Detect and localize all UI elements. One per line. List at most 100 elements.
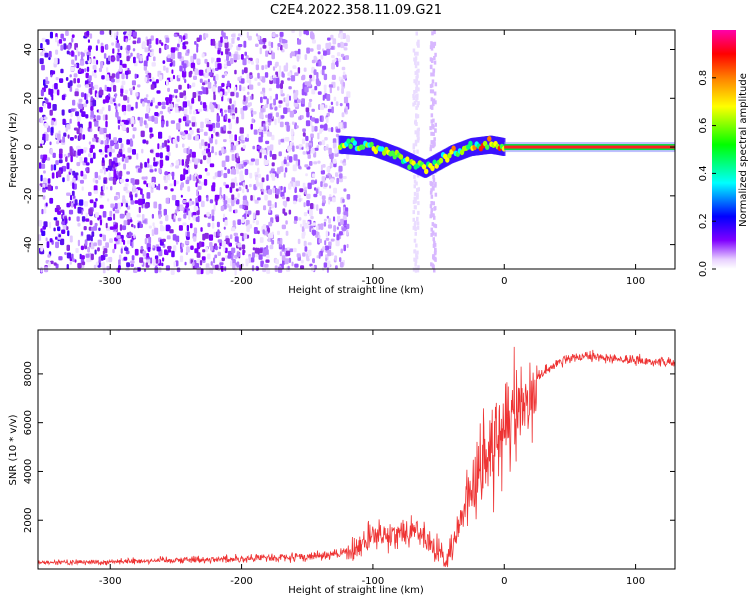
- noise-cell: [310, 203, 314, 210]
- noise-cell: [172, 234, 177, 241]
- x-tick-label: -100: [362, 576, 385, 587]
- noise-cell: [330, 127, 334, 133]
- noise-cell: [182, 101, 186, 107]
- noise-cell: [42, 195, 46, 200]
- noise-cell: [71, 37, 74, 43]
- noise-cell: [98, 256, 101, 263]
- noise-cell: [248, 84, 254, 90]
- noise-cell: [90, 235, 93, 242]
- band-noise-cell: [432, 132, 435, 136]
- noise-cell: [90, 96, 94, 101]
- noise-cell: [126, 171, 130, 175]
- noise-cell: [111, 42, 115, 46]
- noise-cell: [303, 223, 308, 229]
- noise-cell: [223, 245, 226, 252]
- noise-cell: [318, 252, 321, 259]
- band-noise-cell: [431, 123, 434, 128]
- noise-cell: [50, 164, 53, 171]
- noise-cell: [298, 198, 302, 203]
- noise-cell: [61, 109, 65, 116]
- noise-cell: [79, 58, 85, 66]
- noise-cell: [224, 72, 228, 77]
- noise-cell: [202, 87, 207, 95]
- noise-cell: [99, 89, 104, 96]
- noise-cell: [82, 134, 86, 140]
- noise-cell: [339, 122, 343, 129]
- track-blob: [352, 140, 357, 146]
- colorbar-gradient: [712, 30, 736, 269]
- noise-cell: [81, 216, 86, 222]
- x-tick-label: -200: [230, 276, 253, 287]
- noise-cell: [130, 52, 133, 57]
- noise-cell: [278, 70, 281, 77]
- noise-cell: [329, 185, 332, 189]
- noise-cell: [271, 239, 275, 245]
- noise-cell: [261, 177, 265, 183]
- noise-cell: [92, 58, 97, 65]
- noise-cell: [105, 222, 108, 229]
- noise-cell: [55, 160, 59, 166]
- noise-cell: [216, 57, 221, 63]
- noise-cell: [306, 193, 311, 199]
- track-blob: [447, 152, 452, 159]
- noise-cell: [167, 106, 170, 113]
- band-noise-cell: [415, 181, 418, 186]
- noise-cell: [320, 54, 324, 60]
- noise-cell: [144, 203, 149, 208]
- noise-cell: [45, 80, 50, 85]
- noise-cell: [298, 165, 301, 170]
- noise-cell: [228, 43, 232, 50]
- noise-cell: [105, 43, 108, 50]
- band-noise-cell: [429, 57, 433, 62]
- band-noise-cell: [416, 103, 419, 108]
- noise-cell: [192, 92, 197, 98]
- noise-cell: [323, 221, 327, 227]
- noise-cell: [283, 186, 286, 193]
- noise-cell: [196, 178, 199, 184]
- noise-cell: [234, 197, 238, 201]
- noise-cell: [89, 33, 93, 39]
- noise-cell: [258, 39, 264, 45]
- noise-cell: [142, 139, 147, 144]
- noise-cell: [304, 164, 309, 168]
- noise-cell: [319, 141, 322, 146]
- noise-cell: [255, 220, 259, 225]
- band-noise-cell: [416, 93, 419, 98]
- band-noise-cell: [413, 57, 416, 62]
- noise-cell: [308, 102, 312, 108]
- track-blob: [468, 140, 473, 147]
- noise-cell: [344, 108, 347, 113]
- noise-cell: [340, 159, 344, 164]
- band-noise-cell: [429, 84, 433, 89]
- band-noise-cell: [415, 113, 418, 118]
- noise-cell: [48, 50, 52, 58]
- noise-cell: [346, 229, 349, 236]
- noise-cell: [280, 89, 284, 95]
- noise-cell: [71, 34, 75, 38]
- noise-cell: [130, 138, 133, 143]
- noise-cell: [162, 60, 166, 64]
- noise-cell: [258, 248, 263, 254]
- noise-cell: [103, 248, 108, 254]
- noise-cell: [269, 150, 272, 158]
- noise-cell: [69, 118, 72, 124]
- noise-cell: [289, 95, 291, 101]
- noise-cell: [306, 146, 309, 152]
- noise-cell: [200, 227, 203, 232]
- noise-cell: [150, 257, 153, 264]
- noise-cell: [243, 249, 246, 254]
- noise-cell: [321, 139, 326, 146]
- noise-cell: [211, 209, 215, 216]
- noise-cell: [108, 172, 111, 178]
- noise-cell: [77, 149, 81, 156]
- noise-cell: [40, 174, 43, 182]
- band-noise-cell: [433, 60, 437, 65]
- noise-cell: [108, 133, 111, 140]
- noise-cell: [122, 147, 125, 152]
- noise-cell: [289, 110, 294, 118]
- band-noise-cell: [430, 188, 433, 193]
- noise-cell: [187, 186, 191, 192]
- noise-cell: [211, 86, 216, 92]
- noise-cell: [103, 255, 106, 261]
- noise-cell: [229, 133, 233, 140]
